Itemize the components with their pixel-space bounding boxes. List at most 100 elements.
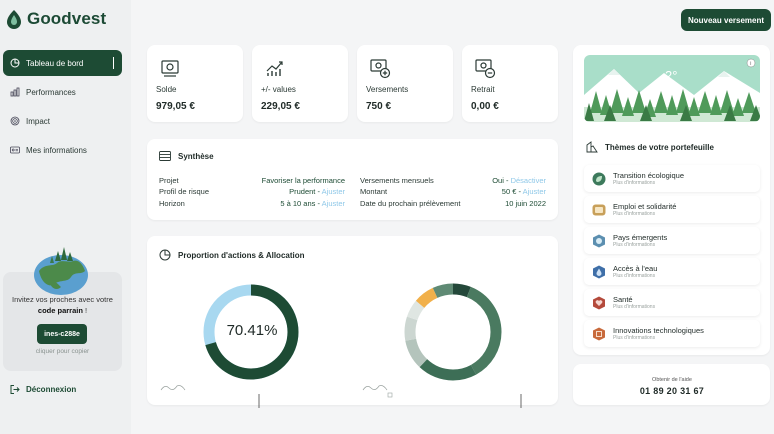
theme-more-info[interactable]: Plus d'informations bbox=[613, 179, 656, 186]
nav-label: Performances bbox=[26, 87, 76, 97]
info-icon[interactable] bbox=[746, 58, 756, 68]
stat-card-versements: Versements 750 € bbox=[357, 45, 453, 122]
employment-icon bbox=[592, 204, 606, 215]
pie-chart-icon bbox=[159, 249, 171, 261]
nav-item-mes-informations[interactable]: Mes informations bbox=[3, 137, 122, 163]
themes-title-label: Thèmes de votre portefeuille bbox=[605, 142, 714, 152]
sidebar: Goodvest Tableau de bord Performances Im… bbox=[0, 0, 131, 434]
theme-item-sante[interactable]: Santé Plus d'informations bbox=[584, 289, 760, 316]
referral-text-bold: code parrain bbox=[37, 306, 83, 315]
synthese-title-label: Synthèse bbox=[178, 151, 214, 161]
help-card[interactable] bbox=[573, 364, 770, 405]
logo[interactable]: Goodvest bbox=[6, 9, 106, 29]
stat-card-solde: Solde 979,05 € bbox=[147, 45, 243, 122]
stat-card-plus-minus-values: +/- values 229,05 € bbox=[252, 45, 348, 122]
adjust-horizon-link[interactable]: Ajuster bbox=[321, 199, 345, 208]
allocation-charts bbox=[160, 283, 522, 408]
stat-value: 0,00 € bbox=[471, 101, 499, 112]
brand-name: Goodvest bbox=[27, 9, 107, 28]
theme-more-info[interactable]: Plus d'informations bbox=[613, 334, 656, 341]
adjust-risk-link[interactable]: Ajuster bbox=[321, 187, 345, 196]
theme-name: Innovations technologiques bbox=[613, 325, 704, 335]
referral-text: Invitez vos proches avec votre code parr… bbox=[3, 294, 122, 316]
theme-more-info[interactable]: Plus d'informations bbox=[613, 303, 656, 310]
sparkline-icon bbox=[160, 385, 186, 391]
nav-label: Tableau de bord bbox=[26, 58, 84, 68]
equity-donut-arc bbox=[203, 284, 299, 380]
table-icon bbox=[159, 151, 171, 161]
synthese-label: Montant bbox=[360, 187, 388, 196]
stat-label: +/- values bbox=[261, 85, 296, 94]
portfolio-icon bbox=[586, 141, 598, 153]
globe-illustration-icon bbox=[34, 247, 88, 295]
allocation-segment-7[interactable] bbox=[404, 283, 502, 381]
synthese-value: 5 à 10 ans - Ajuster bbox=[280, 199, 345, 208]
help-label: Obtenir de l'aide bbox=[652, 377, 692, 383]
theme-name: Emploi et solidarité bbox=[613, 201, 677, 211]
synthese-label: Projet bbox=[159, 176, 179, 185]
nav-label: Impact bbox=[26, 116, 51, 126]
allocation-segment-4[interactable] bbox=[404, 283, 502, 381]
copy-hint[interactable]: cliquer pour copier bbox=[35, 348, 90, 355]
theme-item-pays-emergents[interactable]: Pays émergents Plus d'informations bbox=[584, 227, 760, 254]
stat-value: 979,05 € bbox=[156, 101, 195, 112]
help-phone[interactable]: 01 89 20 31 67 bbox=[639, 386, 705, 396]
logout-label: Déconnexion bbox=[26, 385, 77, 394]
stat-card-retrait: Retrait 0,00 € bbox=[462, 45, 558, 122]
synthese-label: Profil de risque bbox=[159, 187, 210, 196]
allocation-segment-2[interactable] bbox=[404, 283, 502, 381]
logout-button[interactable]: Déconnexion bbox=[9, 384, 76, 395]
deactivate-monthly-link[interactable]: Désactiver bbox=[510, 176, 546, 185]
theme-more-info[interactable]: Plus d'informations bbox=[613, 241, 656, 248]
theme-item-innovations-technologiques[interactable]: Innovations technologiques Plus d'inform… bbox=[584, 320, 760, 347]
synthese-value: 10 juin 2022 bbox=[505, 199, 546, 208]
referral-code-button[interactable]: ines-c288e bbox=[37, 324, 87, 344]
weather-temperature: 2° bbox=[665, 68, 678, 83]
synthese-value-text: 10 juin 2022 bbox=[505, 199, 546, 208]
new-payment-button[interactable]: Nouveau versement bbox=[681, 9, 771, 31]
stat-label: Retrait bbox=[471, 85, 495, 94]
logo-icon bbox=[7, 10, 21, 29]
withdrawal-icon bbox=[475, 59, 496, 79]
stat-label: Versements bbox=[366, 85, 409, 94]
synthese-value-text: 50 € bbox=[501, 187, 517, 196]
nav-label: Mes informations bbox=[26, 145, 87, 155]
synthese-value: 50 € - Ajuster bbox=[501, 187, 546, 196]
technology-icon bbox=[593, 327, 605, 340]
nav-item-impact[interactable]: Impact bbox=[3, 108, 122, 134]
theme-more-info[interactable]: Plus d'informations bbox=[613, 272, 656, 279]
synthese-value-text: Prudent bbox=[289, 187, 316, 196]
synthese-label: Horizon bbox=[159, 199, 185, 208]
dashboard-icon bbox=[10, 58, 20, 68]
theme-more-info[interactable]: Plus d'informations bbox=[613, 210, 656, 217]
theme-name: Accès à l'eau bbox=[613, 263, 658, 273]
performance-chart-icon bbox=[10, 87, 20, 97]
theme-item-acces-eau[interactable]: Accès à l'eau Plus d'informations bbox=[584, 258, 760, 285]
health-icon bbox=[593, 296, 605, 309]
deposit-icon bbox=[370, 59, 391, 79]
theme-name: Pays émergents bbox=[613, 232, 668, 242]
theme-item-transition-ecologique[interactable]: Transition écologique Plus d'information… bbox=[584, 165, 760, 192]
adjust-amount-link[interactable]: Ajuster bbox=[522, 187, 546, 196]
weather-forest-illustration: i bbox=[584, 55, 760, 122]
synthese-value-text: Oui bbox=[492, 176, 504, 185]
allocation-title-label: Proportion d'actions & Allocation bbox=[178, 250, 305, 260]
logout-icon bbox=[10, 385, 20, 394]
stat-value: 750 € bbox=[366, 101, 392, 112]
theme-name: Santé bbox=[613, 294, 633, 304]
emerging-countries-icon bbox=[593, 234, 605, 247]
nav-item-dashboard[interactable]: Tableau de bord bbox=[3, 50, 122, 76]
nav-item-performances[interactable]: Performances bbox=[3, 79, 122, 105]
info-card-icon bbox=[10, 146, 20, 154]
fingerprint-icon bbox=[10, 116, 20, 126]
sparkline-icon bbox=[362, 385, 388, 391]
theme-item-emploi-solidarite[interactable]: Emploi et solidarité Plus d'informations bbox=[584, 196, 760, 223]
synthese-value-text: Favoriser la performance bbox=[261, 176, 345, 185]
synthese-title: Synthèse bbox=[159, 151, 214, 161]
equity-percent: 70.41% bbox=[226, 322, 278, 339]
themes-title: Thèmes de votre portefeuille bbox=[586, 141, 714, 153]
balance-icon bbox=[161, 60, 179, 77]
allocation-segment-1[interactable] bbox=[404, 283, 502, 381]
legend-toggle-icon[interactable] bbox=[387, 392, 393, 398]
referral-text-before: Invitez vos proches avec votre bbox=[12, 295, 113, 304]
